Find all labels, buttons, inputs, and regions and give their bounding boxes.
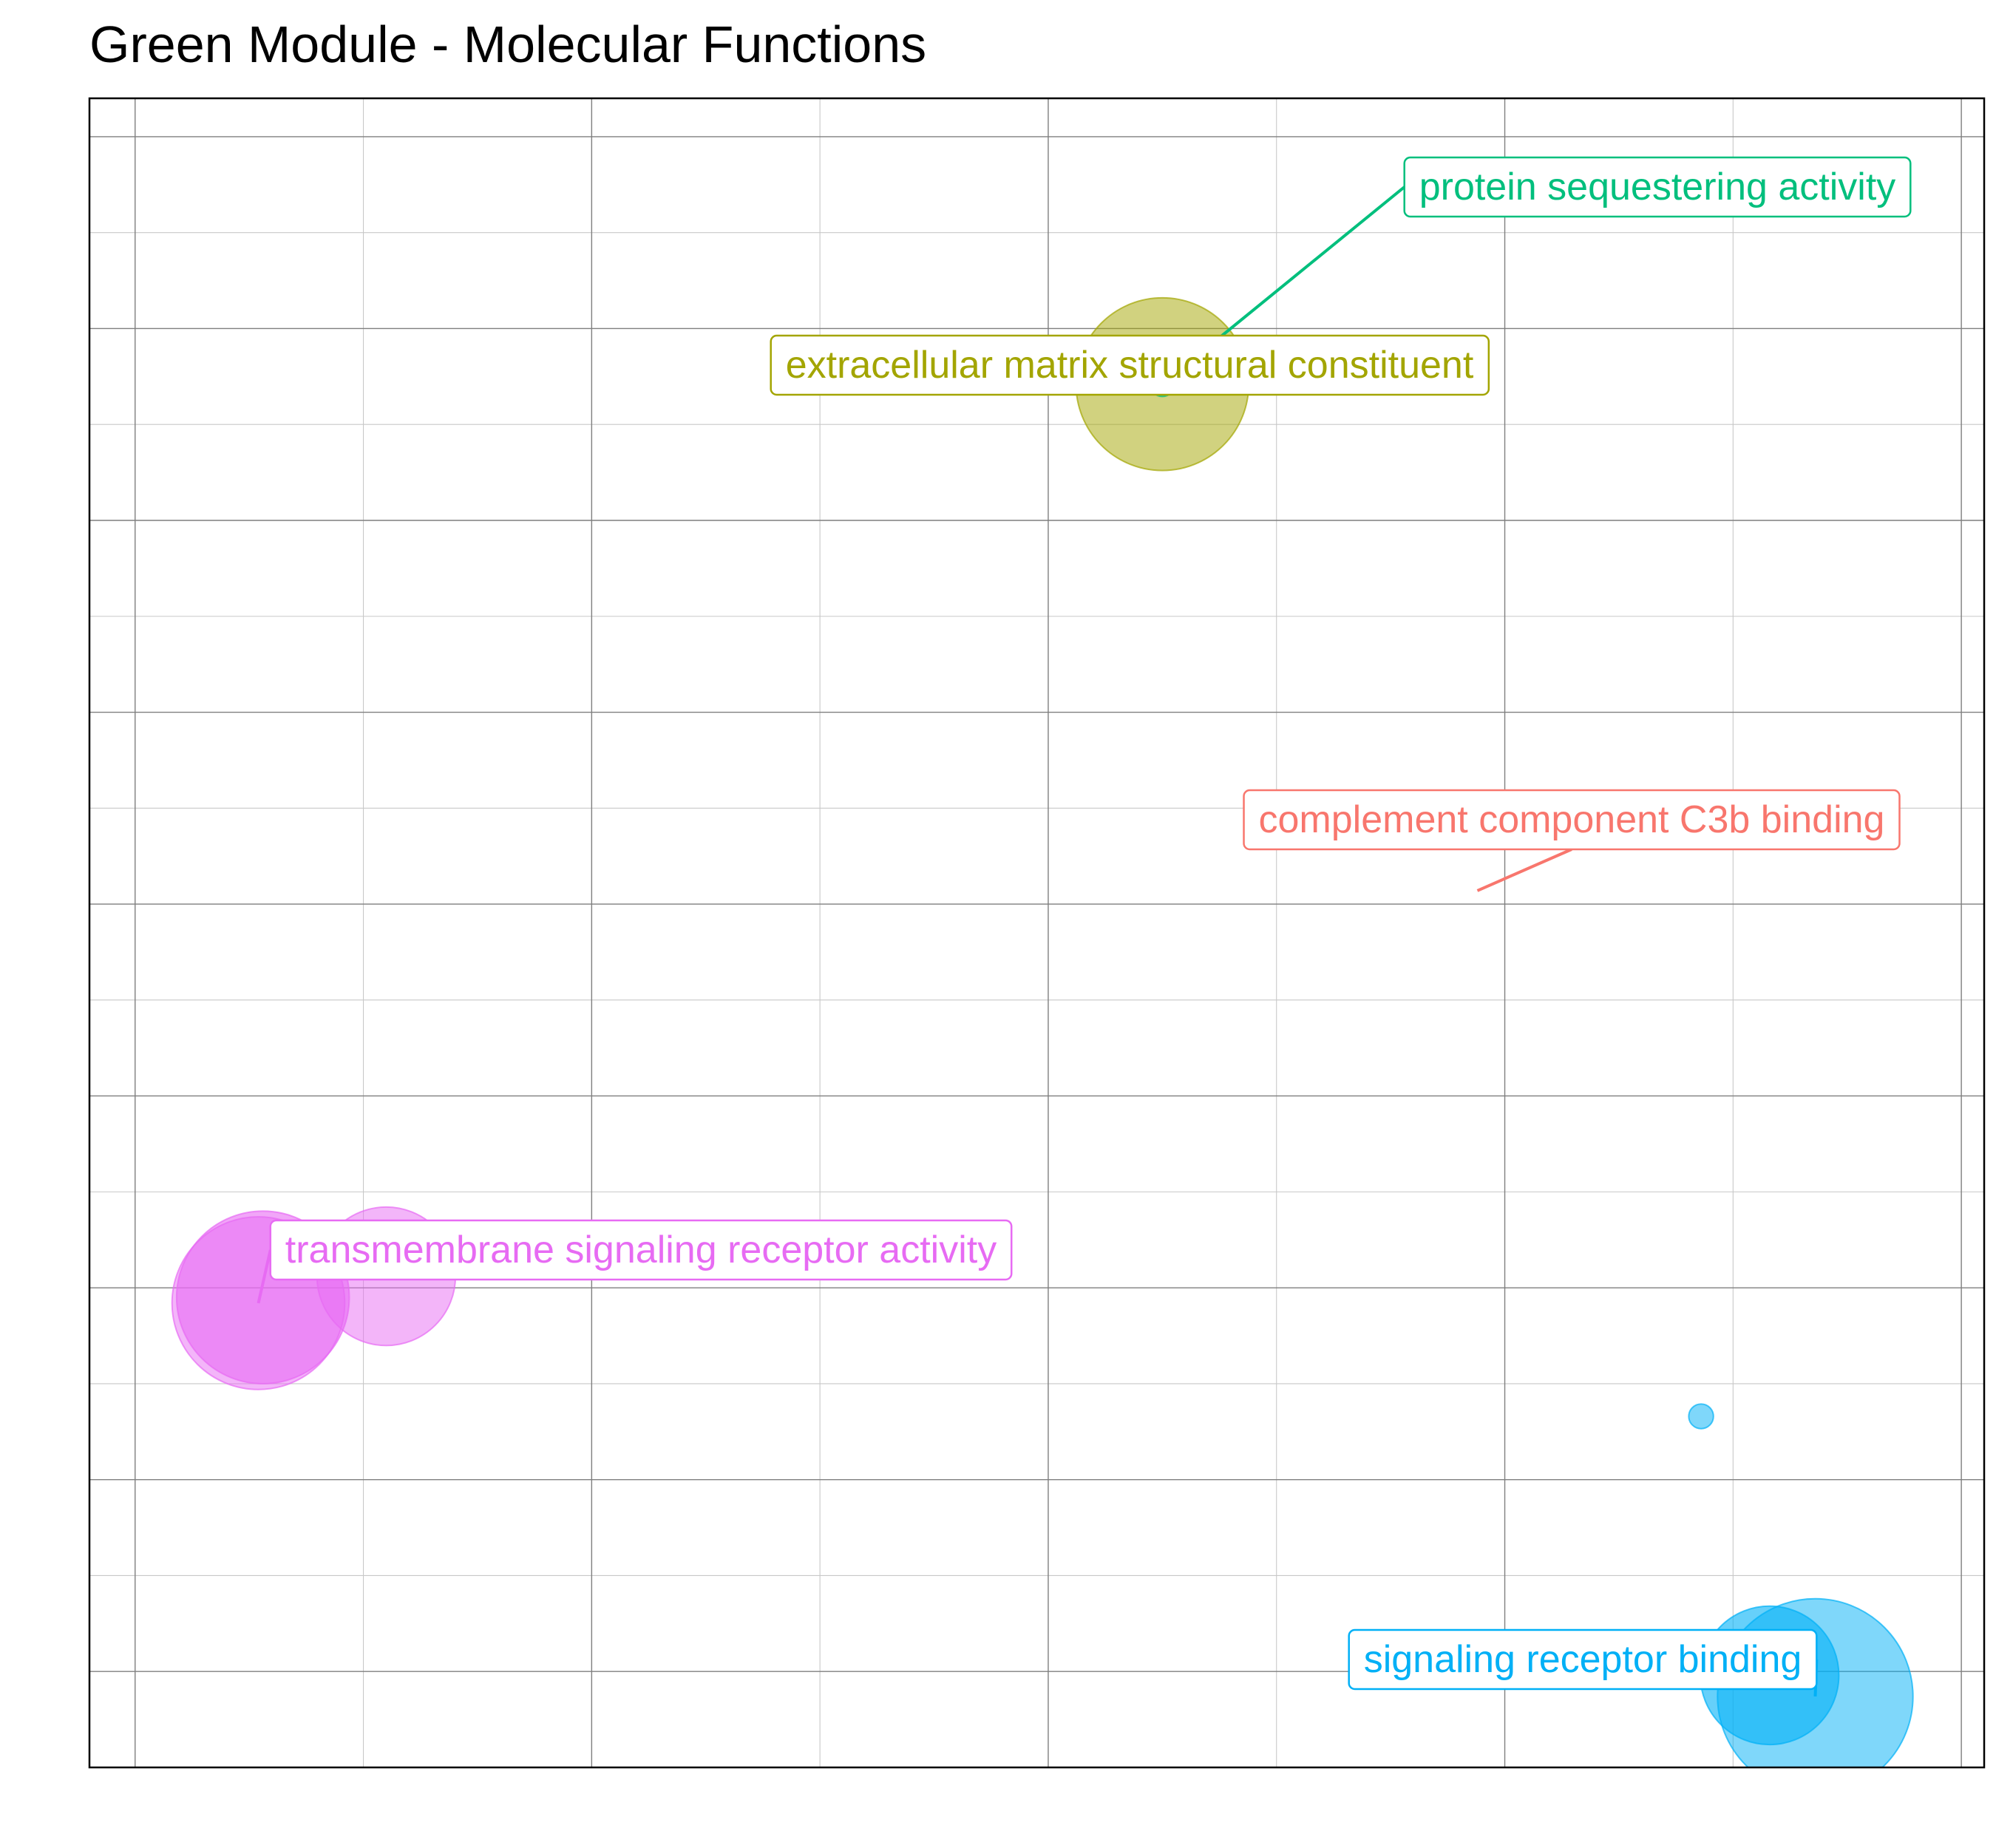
point-labels: protein sequestering activity extracellul… <box>257 156 1912 1697</box>
data-point <box>1688 1403 1714 1430</box>
label-box <box>269 1219 1013 1281</box>
label-text: complement component C3b binding <box>1259 798 1885 841</box>
label-text: signaling receptor binding <box>1364 1638 1802 1681</box>
point-label: transmembrane signaling receptor activit… <box>257 1219 1013 1304</box>
label-text: extracellular matrix structural constitu… <box>786 344 1474 387</box>
point-label: extracellular matrix structural constitu… <box>770 334 1490 396</box>
label-box <box>1348 1628 1818 1691</box>
chart-title: Green Module - Molecular Functions <box>89 16 927 73</box>
label-box <box>1403 156 1912 218</box>
label-leader-line <box>257 1249 272 1304</box>
label-box <box>1243 789 1901 851</box>
label-box <box>770 334 1490 396</box>
plot-panel-border <box>88 97 1986 1769</box>
point-label: protein sequestering activity <box>1161 156 1912 386</box>
label-text: transmembrane signaling receptor activit… <box>285 1229 997 1271</box>
point-label: signaling receptor binding <box>1348 1628 1819 1697</box>
label-text: protein sequestering activity <box>1419 166 1896 208</box>
point-label: complement component C3b binding <box>1243 789 1901 892</box>
label-leader-line <box>1476 848 1572 892</box>
